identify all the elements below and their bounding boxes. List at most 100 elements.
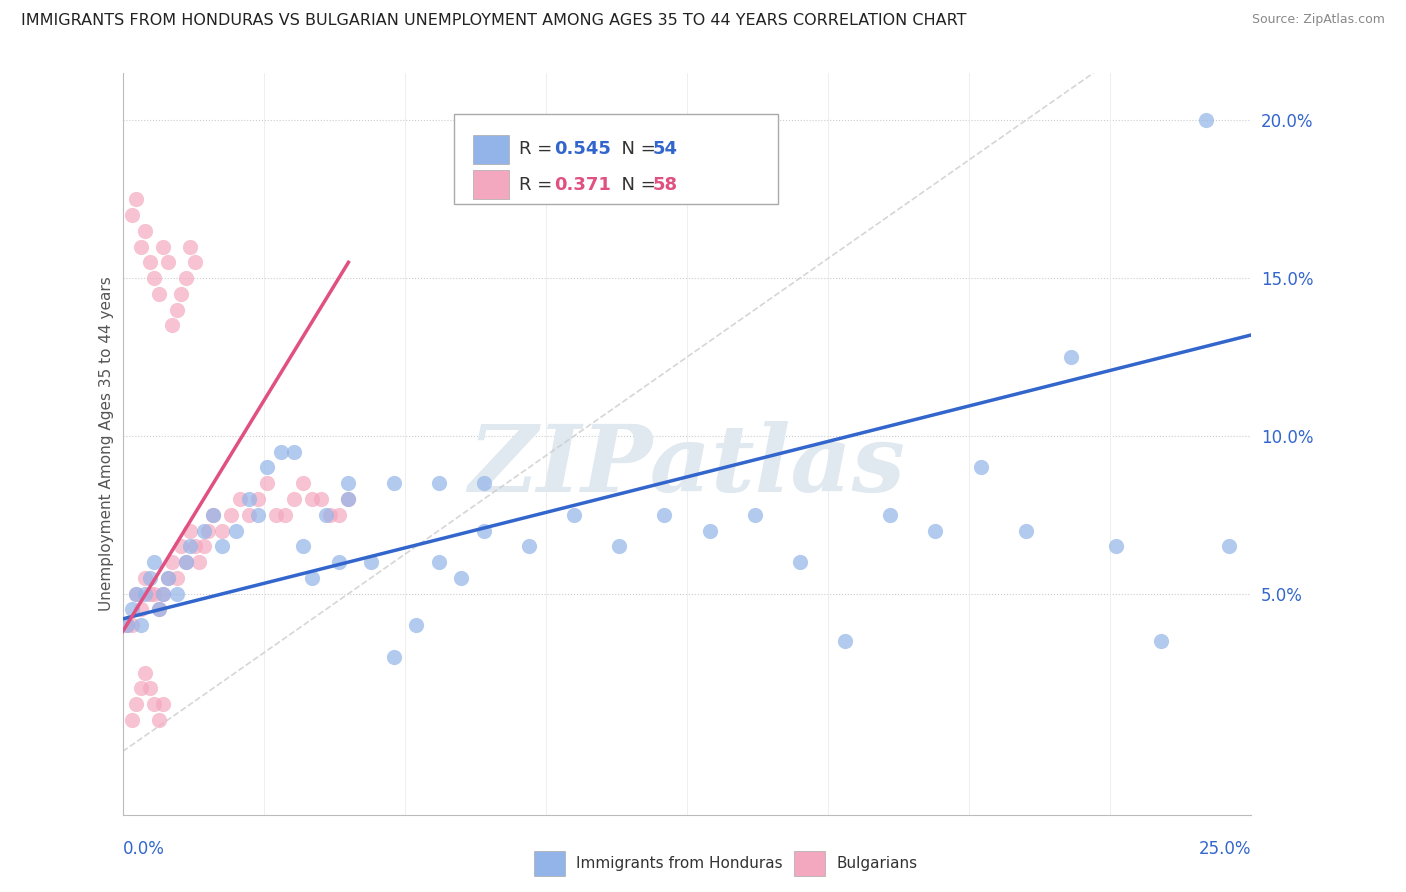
Point [139,255,162,269]
Point [184,539,207,553]
Point [472,476,495,491]
Point [121,713,143,727]
Text: Source: ZipAtlas.com: Source: ZipAtlas.com [1251,13,1385,27]
Point [283,491,305,506]
Point [170,286,193,301]
Text: N =: N = [610,176,662,194]
Point [311,491,333,506]
Point [188,555,211,569]
Point [115,618,138,632]
Text: N =: N = [610,140,662,158]
Point [699,524,721,538]
Point [166,571,188,585]
Point [134,224,156,238]
Point [139,681,162,696]
Point [283,444,305,458]
Point [201,508,224,522]
Text: 0.545: 0.545 [554,140,612,158]
Point [156,571,179,585]
Point [270,444,292,458]
Point [247,508,270,522]
Point [134,587,156,601]
Point [152,587,174,601]
Text: 0.371: 0.371 [554,176,612,194]
Point [238,508,260,522]
Point [134,665,156,680]
Point [337,491,360,506]
Text: ZIPatlas: ZIPatlas [468,421,905,511]
Point [879,508,901,522]
Point [1060,350,1083,364]
Point [924,524,946,538]
Text: Immigrants from Honduras: Immigrants from Honduras [576,856,783,871]
Point [360,555,382,569]
Point [450,571,472,585]
Text: 54: 54 [652,140,678,158]
Point [225,524,247,538]
Point [152,239,174,253]
Point [292,476,315,491]
Point [174,555,197,569]
Point [229,491,252,506]
Point [143,587,166,601]
Point [115,618,138,632]
Point [301,491,323,506]
Text: R =: R = [519,176,558,194]
Point [256,476,278,491]
Point [1015,524,1038,538]
Point [427,555,450,569]
Point [143,555,166,569]
Point [143,271,166,285]
Point [184,255,207,269]
Point [654,508,676,522]
Point [264,508,287,522]
Text: 25.0%: 25.0% [1199,840,1251,858]
Point [121,618,143,632]
Point [156,571,179,585]
Text: 0.0%: 0.0% [122,840,165,858]
Point [247,491,270,506]
Point [174,271,197,285]
Y-axis label: Unemployment Among Ages 35 to 44 years: Unemployment Among Ages 35 to 44 years [100,277,114,611]
Point [238,491,260,506]
Point [211,539,233,553]
Point [129,681,152,696]
Point [193,524,215,538]
Point [139,571,162,585]
Point [179,524,201,538]
Point [125,192,148,206]
Point [129,602,152,616]
Point [472,524,495,538]
Point [517,539,540,553]
Point [148,286,170,301]
Point [382,649,405,664]
Point [301,571,323,585]
Point [121,208,143,222]
Point [125,587,148,601]
Point [148,602,170,616]
Point [337,476,360,491]
Point [193,539,215,553]
Point [337,491,360,506]
Point [197,524,219,538]
Point [139,587,162,601]
Point [162,318,184,333]
Text: R =: R = [519,140,558,158]
Point [148,602,170,616]
Text: Bulgarians: Bulgarians [837,856,918,871]
Point [1105,539,1128,553]
Point [125,587,148,601]
Point [405,618,427,632]
Point [179,239,201,253]
Point [134,571,156,585]
Point [292,539,315,553]
Point [148,713,170,727]
Point [125,697,148,711]
Point [609,539,631,553]
Point [170,539,193,553]
Point [789,555,811,569]
Point [274,508,297,522]
Point [256,460,278,475]
Point [744,508,766,522]
Point [427,476,450,491]
